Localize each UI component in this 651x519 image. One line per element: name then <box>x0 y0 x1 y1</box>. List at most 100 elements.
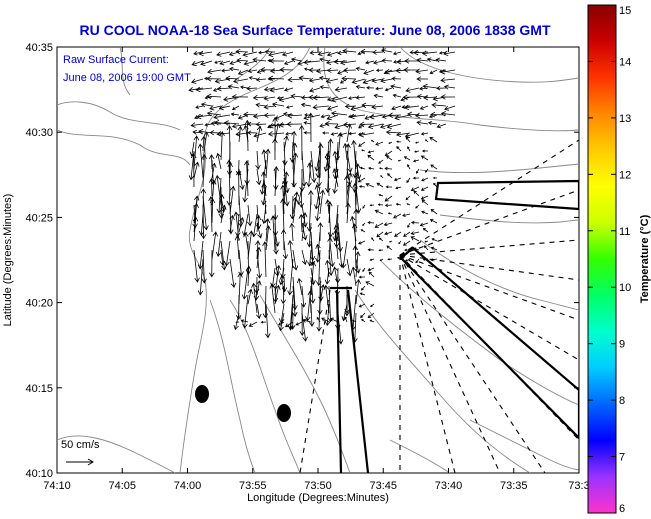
current-vector <box>355 66 366 71</box>
current-vector <box>390 84 402 90</box>
current-vector <box>383 222 393 227</box>
current-vector <box>282 111 294 117</box>
current-vector <box>270 215 276 251</box>
current-vector <box>263 104 276 110</box>
current-vector <box>432 176 438 179</box>
current-vector <box>404 248 411 252</box>
current-vector <box>337 312 344 345</box>
current-vector <box>270 267 276 288</box>
x-tick-label: 73:40 <box>435 480 463 492</box>
current-vector <box>402 240 411 246</box>
current-vector <box>430 246 438 251</box>
current-vector <box>269 283 276 314</box>
current-vector <box>387 173 393 179</box>
current-vector <box>440 69 456 75</box>
current-vector <box>331 96 348 103</box>
y-tick-label: 40:10 <box>25 468 53 480</box>
current-vector <box>373 60 384 65</box>
current-vector <box>422 258 429 261</box>
current-vector <box>316 316 321 323</box>
current-vector <box>301 249 308 266</box>
current-vector <box>429 136 438 143</box>
current-vector <box>357 51 366 56</box>
current-vector <box>260 320 267 324</box>
current-vector <box>369 319 375 323</box>
current-vector <box>292 191 300 224</box>
current-vector <box>349 113 366 120</box>
current-vector <box>393 213 402 219</box>
current-vector <box>255 102 267 108</box>
current-vector <box>414 150 420 153</box>
current-vector <box>237 272 243 305</box>
current-vector <box>298 75 312 81</box>
current-vector <box>218 193 225 215</box>
current-vector <box>253 132 267 138</box>
colorbar-tick-label: 7 <box>619 452 625 464</box>
current-vector <box>292 196 298 215</box>
current-vector <box>325 162 331 197</box>
current-vector <box>278 96 294 103</box>
current-vector <box>274 122 281 143</box>
current-vector <box>345 202 351 224</box>
current-vector <box>307 249 313 267</box>
current-vector <box>395 203 402 206</box>
current-vector <box>251 282 258 314</box>
current-vector <box>412 176 420 180</box>
current-vector <box>242 51 258 58</box>
current-vector <box>316 159 322 188</box>
current-vector <box>256 168 262 186</box>
current-vector <box>403 231 411 237</box>
current-vector <box>263 112 276 118</box>
current-vector <box>340 59 357 66</box>
current-vector <box>285 131 294 136</box>
colorbar-tick-label: 13 <box>619 113 631 125</box>
current-vector <box>269 58 285 64</box>
current-vector <box>413 247 420 251</box>
current-vector <box>420 132 429 136</box>
current-vector <box>268 51 285 58</box>
current-vector <box>324 259 331 278</box>
y-axis: 40:35 40:30 40:25 40:20 40:15 40:10 <box>25 42 579 480</box>
current-vector <box>235 170 242 206</box>
current-vector <box>256 303 262 320</box>
current-vector <box>213 120 231 126</box>
current-vector <box>324 121 339 127</box>
current-vector <box>286 105 294 109</box>
current-vector <box>376 231 384 238</box>
current-vector <box>244 119 251 152</box>
x-axis: 74:10 74:05 74:00 73:55 73:50 73:45 73:40 73:35… <box>43 47 590 492</box>
current-vector <box>301 222 308 241</box>
current-vector <box>243 111 258 118</box>
current-vector <box>404 58 420 64</box>
current-vector <box>314 150 321 172</box>
current-vector <box>319 123 330 128</box>
current-vector <box>344 316 348 323</box>
current-vector <box>355 84 366 90</box>
current-vector <box>415 258 420 264</box>
current-vector <box>316 294 322 332</box>
current-vector <box>247 68 258 74</box>
current-vector <box>358 132 375 138</box>
current-vector <box>193 249 200 283</box>
current-vector <box>246 85 258 91</box>
current-vector <box>303 121 312 125</box>
current-vector <box>247 204 253 227</box>
current-vector <box>312 104 330 110</box>
y-tick-label: 40:25 <box>25 212 53 224</box>
current-vector <box>371 77 384 84</box>
current-vector <box>309 87 321 93</box>
current-vector <box>366 85 375 90</box>
current-vector <box>319 75 330 81</box>
current-vector <box>368 271 375 278</box>
current-vector <box>320 114 330 119</box>
current-vector <box>192 216 199 242</box>
current-vector <box>328 231 335 268</box>
current-vector <box>211 231 219 260</box>
current-vector <box>352 319 357 323</box>
current-vector <box>200 135 207 152</box>
current-vector <box>256 280 262 296</box>
current-vector <box>303 59 321 65</box>
station-marker <box>195 385 209 403</box>
current-vector <box>319 189 326 215</box>
current-vector <box>220 204 227 224</box>
